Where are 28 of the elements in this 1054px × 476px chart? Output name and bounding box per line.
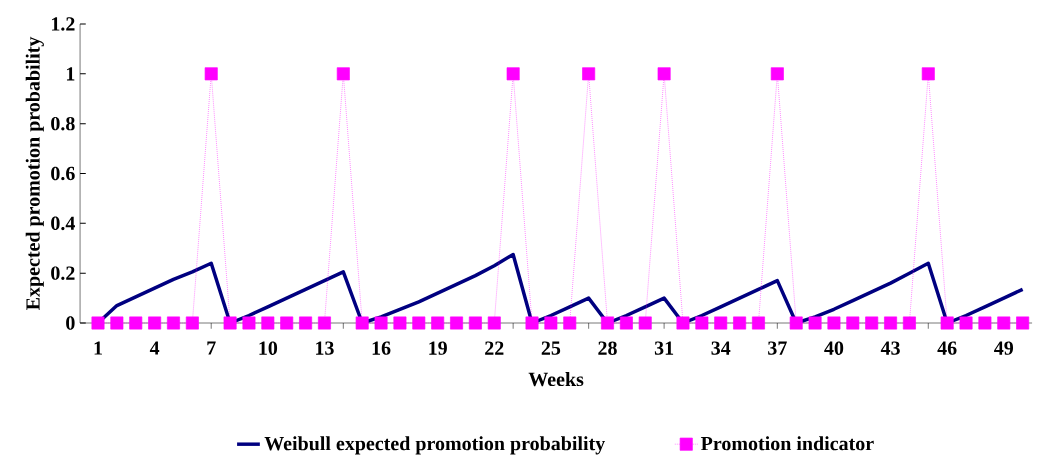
x-tick-label: 34: [711, 341, 731, 355]
x-tick-label: 19: [429, 341, 447, 355]
x-tick-label: 28: [598, 341, 617, 355]
x-tick-label: 46: [937, 341, 957, 355]
y-tick-label: 0.4: [51, 216, 75, 231]
x-tick-label: 4: [149, 341, 160, 355]
y-axis-title: Expected promotion probability: [25, 36, 44, 311]
x-tick-label: 1: [94, 341, 102, 355]
y-tick-label: 1.2: [51, 17, 75, 31]
legend-label: Promotion indicator: [700, 436, 874, 451]
y-tick-label: 0.2: [51, 266, 75, 280]
x-tick-label: 10: [259, 341, 278, 355]
y-tick-label: 0.8: [51, 116, 75, 131]
x-tick-label: 7: [207, 341, 216, 355]
y-tick-label: 0.6: [51, 166, 75, 181]
y-tick-label: 1: [66, 67, 75, 81]
x-tick-label: 31: [654, 341, 674, 355]
x-tick-label: 40: [824, 341, 844, 355]
y-tick-label: 0: [66, 316, 75, 330]
x-axis-title: Weeks: [528, 372, 584, 387]
x-tick-label: 13: [316, 341, 334, 355]
x-tick-label: 43: [880, 341, 900, 355]
x-tick-label: 16: [372, 341, 391, 355]
x-tick-label: 25: [541, 341, 561, 355]
x-tick-label: 22: [485, 341, 504, 355]
x-tick-label: 37: [768, 341, 787, 355]
x-tick-label: 49: [994, 341, 1014, 355]
legend-label: Weibull expected promotion probability: [264, 436, 606, 455]
